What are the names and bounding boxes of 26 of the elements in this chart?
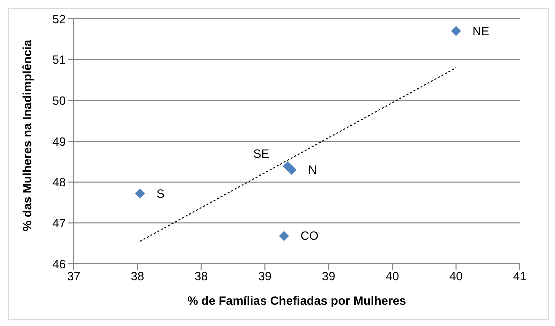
- x-tick-label: 40: [386, 270, 400, 284]
- point: [279, 231, 290, 242]
- data-label: CO: [300, 229, 319, 244]
- x-tick-label: 39: [258, 270, 272, 284]
- point: [451, 26, 462, 36]
- x-tick-label: 38: [194, 270, 208, 284]
- y-tick-label: 50: [52, 94, 66, 108]
- y-tick-label: 51: [52, 53, 66, 68]
- x-tick-label: 39: [322, 270, 336, 284]
- y-tick-label: 49: [52, 134, 66, 149]
- y-tick-label: 52: [52, 12, 66, 26]
- x-tick-label: 37: [67, 270, 81, 284]
- x-tick-label: 38: [131, 270, 145, 284]
- x-tick-label: 41: [513, 270, 527, 284]
- y-axis-title: % das Mulheres na Inadimplência: [20, 40, 34, 232]
- y-tick-label: 48: [52, 176, 66, 190]
- data-label: N: [308, 163, 318, 178]
- y-tick-label: 46: [52, 257, 66, 272]
- point: [286, 165, 297, 176]
- x-tick-label: 40: [450, 270, 464, 284]
- point: [135, 188, 146, 199]
- data-label: SE: [254, 146, 270, 161]
- data-label: S: [156, 186, 165, 201]
- x-axis-title: % de Famílias Chefiadas por Mulheres: [188, 294, 407, 308]
- data-label: NE: [472, 24, 490, 38]
- y-tick-label: 47: [52, 216, 66, 230]
